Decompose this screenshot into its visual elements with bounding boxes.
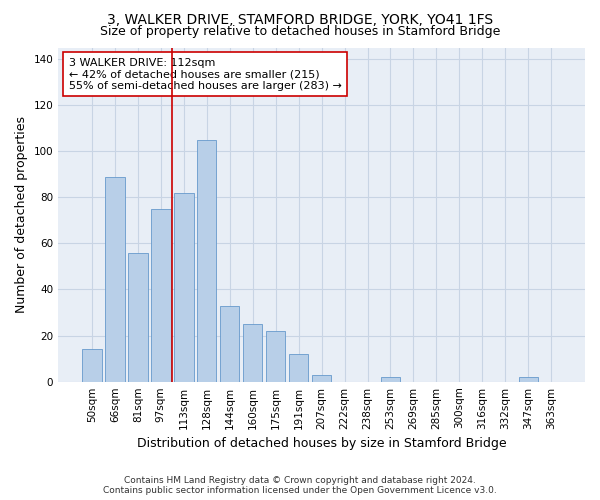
X-axis label: Distribution of detached houses by size in Stamford Bridge: Distribution of detached houses by size … xyxy=(137,437,506,450)
Bar xyxy=(82,350,101,382)
Y-axis label: Number of detached properties: Number of detached properties xyxy=(15,116,28,313)
Bar xyxy=(312,375,331,382)
Text: 3 WALKER DRIVE: 112sqm
← 42% of detached houses are smaller (215)
55% of semi-de: 3 WALKER DRIVE: 112sqm ← 42% of detached… xyxy=(69,58,341,90)
Bar xyxy=(197,140,217,382)
Bar xyxy=(518,377,538,382)
Text: 3, WALKER DRIVE, STAMFORD BRIDGE, YORK, YO41 1FS: 3, WALKER DRIVE, STAMFORD BRIDGE, YORK, … xyxy=(107,12,493,26)
Bar xyxy=(220,306,239,382)
Text: Contains HM Land Registry data © Crown copyright and database right 2024.
Contai: Contains HM Land Registry data © Crown c… xyxy=(103,476,497,495)
Text: Size of property relative to detached houses in Stamford Bridge: Size of property relative to detached ho… xyxy=(100,25,500,38)
Bar xyxy=(151,209,170,382)
Bar xyxy=(128,252,148,382)
Bar xyxy=(381,377,400,382)
Bar xyxy=(174,192,194,382)
Bar xyxy=(105,176,125,382)
Bar xyxy=(266,331,286,382)
Bar xyxy=(243,324,262,382)
Bar xyxy=(289,354,308,382)
